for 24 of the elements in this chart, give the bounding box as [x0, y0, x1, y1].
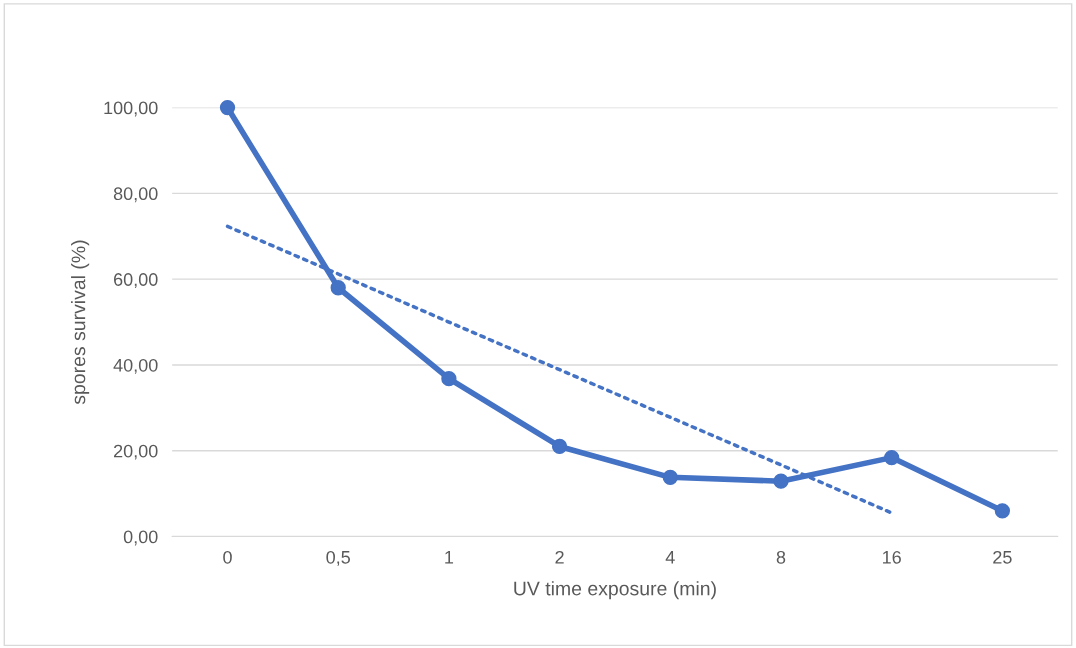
point [441, 371, 457, 387]
point [773, 473, 789, 489]
point [662, 469, 678, 485]
y-tick-label: 80,00 [113, 187, 158, 203]
y-tick-label: 0,00 [123, 530, 158, 546]
x-tick-label: 2 [555, 550, 564, 564]
x-tick-label: 0 [223, 550, 232, 564]
point [884, 449, 900, 466]
y-tick-label: 60,00 [114, 273, 158, 289]
y-tick-label: 100,00 [104, 101, 158, 117]
x-tick-label: 0,5 [326, 550, 350, 566]
y-tick-label: 20,00 [114, 444, 158, 460]
point [994, 503, 1011, 519]
x-tick-label: 16 [883, 550, 901, 564]
y-axis-title: spores survival (%) [71, 240, 90, 405]
x-axis-title: UV time exposure (min) [514, 581, 716, 600]
point [219, 99, 236, 116]
x-tick-label: 25 [993, 550, 1012, 564]
point [551, 438, 568, 455]
y-tick-label: 40,00 [113, 358, 158, 374]
x-tick-label: 1 [445, 551, 454, 564]
point [330, 280, 346, 296]
x-tick-label: 4 [665, 551, 675, 564]
x-tick-label: 8 [776, 550, 786, 564]
